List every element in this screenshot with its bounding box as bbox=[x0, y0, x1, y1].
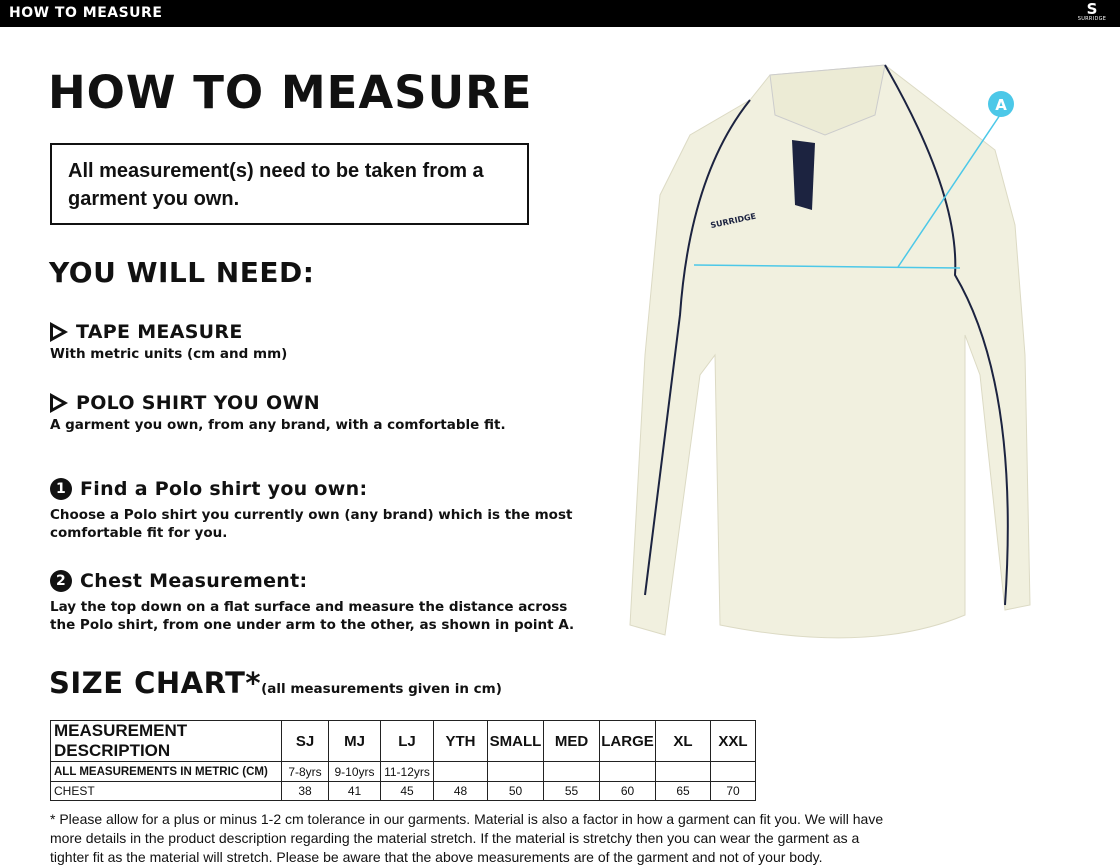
info-note: All measurement(s) need to be taken from… bbox=[50, 143, 529, 225]
table-row: CHEST 38 41 45 48 50 55 60 65 70 bbox=[50, 781, 756, 801]
shirt-placket bbox=[792, 140, 815, 210]
footnote: * Please allow for a plus or minus 1-2 c… bbox=[50, 811, 884, 865]
point-a-label: A bbox=[995, 96, 1007, 114]
cell bbox=[655, 761, 711, 782]
cell bbox=[710, 761, 756, 782]
cell: 41 bbox=[328, 781, 381, 801]
header-cell: SMALL bbox=[487, 720, 544, 762]
cell: 11-12yrs bbox=[380, 761, 434, 782]
page-title: HOW TO MEASURE bbox=[48, 66, 533, 119]
cell: 55 bbox=[543, 781, 600, 801]
step-1: 1 Find a Polo shirt you own: Choose a Pol… bbox=[50, 478, 590, 542]
surridge-logo: S SURRIDGE bbox=[1077, 0, 1107, 23]
need-polo-shirt: POLO SHIRT YOU OWN A garment you own, fr… bbox=[50, 392, 506, 434]
cell: CHEST bbox=[50, 781, 282, 801]
point-a-marker bbox=[988, 91, 1014, 117]
header-cell: MJ bbox=[328, 720, 381, 762]
size-chart-subtitle: (all measurements given in cm) bbox=[261, 681, 502, 697]
need-desc: With metric units (cm and mm) bbox=[50, 346, 288, 362]
step-number-icon: 1 bbox=[50, 478, 72, 500]
step-desc: Lay the top down on a flat surface and m… bbox=[50, 599, 575, 633]
shirt-body bbox=[629, 64, 1031, 639]
cell bbox=[433, 761, 488, 782]
need-title: TAPE MEASURE bbox=[76, 321, 243, 343]
cell bbox=[543, 761, 600, 782]
cell: 60 bbox=[599, 781, 656, 801]
size-chart-heading: SIZE CHART* bbox=[49, 666, 262, 700]
size-chart-table: MEASUREMENT DESCRIPTION SJ MJ LJ YTH SMA… bbox=[50, 720, 756, 801]
header-cell: LARGE bbox=[599, 720, 656, 762]
shirt-piping-right bbox=[884, 64, 1009, 606]
top-bar: HOW TO MEASURE S SURRIDGE bbox=[0, 0, 1120, 27]
cell: 50 bbox=[487, 781, 544, 801]
shirt-piping-left bbox=[644, 99, 751, 596]
chest-measure-line bbox=[693, 264, 961, 269]
cell: 45 bbox=[380, 781, 434, 801]
step-2: 2 Chest Measurement: Lay the top down on … bbox=[50, 570, 590, 634]
cell: 48 bbox=[433, 781, 488, 801]
shirt-collar bbox=[769, 64, 886, 136]
cell: 70 bbox=[710, 781, 756, 801]
header-cell: XXL bbox=[710, 720, 756, 762]
cell bbox=[599, 761, 656, 782]
header-cell: YTH bbox=[433, 720, 488, 762]
pointer-line bbox=[897, 114, 1001, 268]
step-title: Chest Measurement: bbox=[80, 570, 308, 592]
header-cell: XL bbox=[655, 720, 711, 762]
header-cell: SJ bbox=[281, 720, 329, 762]
cell: 9-10yrs bbox=[328, 761, 381, 782]
header-title: HOW TO MEASURE bbox=[9, 5, 163, 21]
cell: ALL MEASUREMENTS IN METRIC (CM) bbox=[50, 761, 282, 782]
step-title: Find a Polo shirt you own: bbox=[80, 478, 368, 500]
table-header-row: MEASUREMENT DESCRIPTION SJ MJ LJ YTH SMA… bbox=[50, 720, 756, 762]
cell bbox=[487, 761, 544, 782]
step-desc: Choose a Polo shirt you currently own (a… bbox=[50, 507, 573, 541]
cell: 38 bbox=[281, 781, 329, 801]
triangle-icon bbox=[50, 322, 68, 342]
cell: 7-8yrs bbox=[281, 761, 329, 782]
need-tape-measure: TAPE MEASURE With metric units (cm and m… bbox=[50, 321, 287, 363]
header-cell: MEASUREMENT DESCRIPTION bbox=[50, 720, 282, 762]
shirt-illustration: SURRIDGE A bbox=[629, 64, 1031, 639]
header-cell: MED bbox=[543, 720, 600, 762]
cell: 65 bbox=[655, 781, 711, 801]
step-number-icon: 2 bbox=[50, 570, 72, 592]
size-chart-title: SIZE CHART*(all measurements given in cm… bbox=[49, 666, 502, 700]
triangle-icon bbox=[50, 393, 68, 413]
you-will-need-heading: YOU WILL NEED: bbox=[49, 256, 315, 289]
table-row: ALL MEASUREMENTS IN METRIC (CM) 7-8yrs 9… bbox=[50, 761, 756, 782]
need-desc: A garment you own, from any brand, with … bbox=[50, 417, 506, 433]
header-cell: LJ bbox=[380, 720, 434, 762]
need-title: POLO SHIRT YOU OWN bbox=[76, 392, 320, 414]
